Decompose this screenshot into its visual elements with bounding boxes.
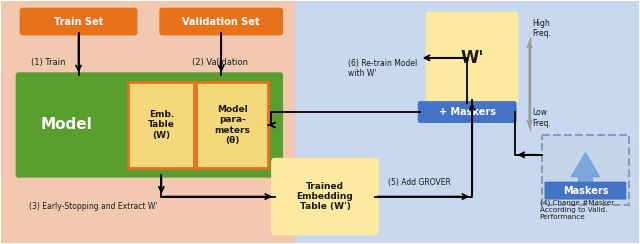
Text: (3) Early-Stopping and Extract W': (3) Early-Stopping and Extract W'	[29, 202, 157, 211]
FancyBboxPatch shape	[541, 135, 629, 204]
Text: Model: Model	[41, 117, 92, 132]
Text: W': W'	[460, 49, 484, 67]
Text: + Maskers: + Maskers	[438, 107, 495, 117]
FancyBboxPatch shape	[129, 82, 195, 168]
Text: (4) Change #Masker
According to Valid.
Performance: (4) Change #Masker According to Valid. P…	[540, 199, 614, 220]
Text: (1) Train: (1) Train	[31, 58, 65, 67]
Text: High
Freq.: High Freq.	[532, 19, 552, 38]
FancyBboxPatch shape	[20, 8, 138, 35]
Text: Validation Set: Validation Set	[182, 17, 260, 27]
FancyBboxPatch shape	[295, 0, 640, 244]
Polygon shape	[572, 153, 600, 187]
Text: Train Set: Train Set	[54, 17, 103, 27]
FancyBboxPatch shape	[271, 158, 379, 235]
Text: (5) Add GROVER: (5) Add GROVER	[388, 178, 451, 187]
Text: Model
para-
meters
(θ): Model para- meters (θ)	[214, 105, 250, 145]
FancyBboxPatch shape	[418, 101, 516, 123]
Text: Emb.
Table
(W): Emb. Table (W)	[148, 110, 175, 140]
Text: Maskers: Maskers	[563, 186, 608, 196]
FancyBboxPatch shape	[159, 8, 283, 35]
Text: (2) Validation: (2) Validation	[192, 58, 248, 67]
FancyBboxPatch shape	[15, 72, 283, 178]
FancyBboxPatch shape	[426, 12, 518, 104]
FancyBboxPatch shape	[545, 182, 627, 200]
Text: Low
Freq.: Low Freq.	[532, 108, 552, 128]
Text: (6) Re-train Model
with W': (6) Re-train Model with W'	[348, 59, 417, 78]
Text: Trained
Embedding
Table (W'): Trained Embedding Table (W')	[296, 182, 353, 212]
FancyBboxPatch shape	[196, 82, 268, 168]
FancyBboxPatch shape	[0, 0, 323, 244]
